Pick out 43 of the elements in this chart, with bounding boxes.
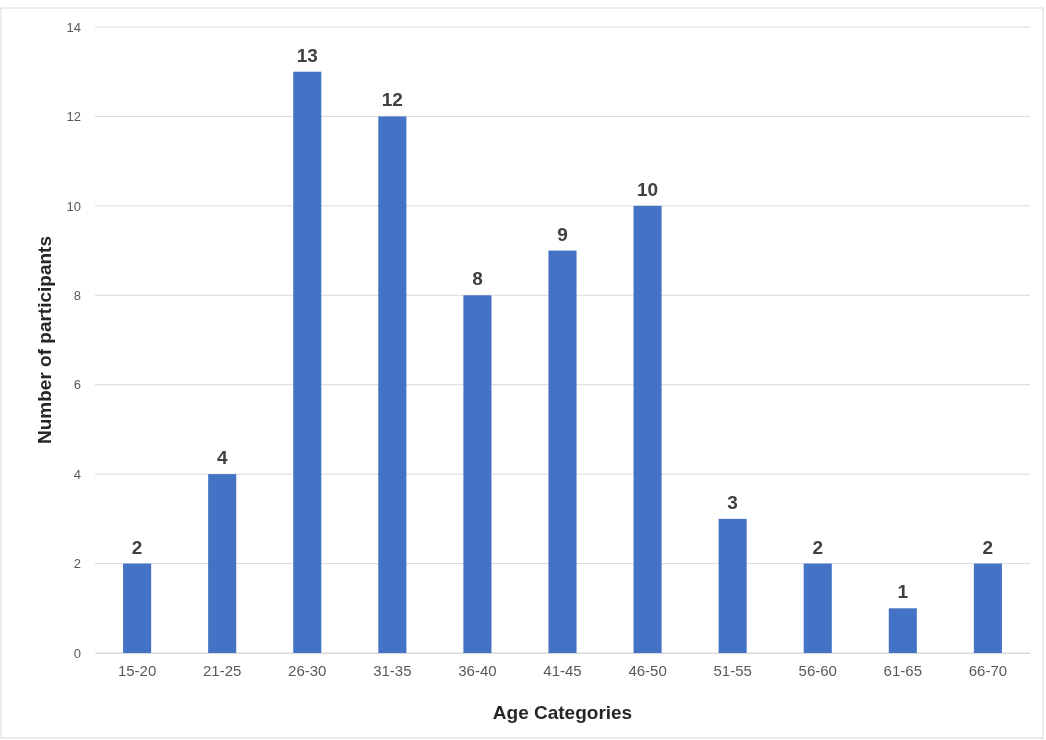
- data-label: 2: [131, 536, 143, 558]
- x-tick-label: 66-70: [968, 661, 1008, 679]
- data-label: 4: [216, 447, 228, 469]
- data-label: 2: [982, 536, 994, 558]
- data-label: 3: [727, 491, 738, 513]
- bar: [208, 474, 237, 653]
- x-tick-label: 15-20: [117, 661, 157, 679]
- y-axis-title: Number of participants: [34, 236, 55, 444]
- y-tick-label: 14: [66, 19, 81, 35]
- data-label: 8: [472, 268, 483, 290]
- bar: [293, 71, 322, 653]
- x-tick-label: 51-55: [713, 661, 752, 679]
- y-tick-label: 12: [66, 109, 81, 125]
- y-tick-label: 10: [66, 198, 81, 214]
- bar: [718, 518, 747, 653]
- x-tick-label: 21-25: [203, 661, 242, 679]
- bar: [973, 563, 1002, 653]
- data-label: 1: [897, 581, 909, 603]
- bar: [463, 295, 492, 653]
- bar: [888, 608, 917, 653]
- data-label: 13: [296, 44, 318, 66]
- bar: [123, 563, 152, 653]
- data-label: 9: [557, 223, 568, 245]
- x-tick-label: 61-65: [883, 661, 922, 679]
- data-label: 2: [812, 536, 824, 558]
- x-axis-title: Age Categories: [492, 702, 633, 723]
- y-tick-label: 2: [73, 556, 81, 572]
- x-tick-label: 31-35: [373, 661, 412, 679]
- bar: [378, 116, 407, 653]
- data-label: 12: [381, 89, 403, 111]
- bar: [803, 563, 832, 653]
- x-tick-label: 56-60: [798, 661, 837, 679]
- y-tick-label: 0: [73, 645, 81, 661]
- y-tick-label: 4: [73, 466, 81, 482]
- x-tick-label: 36-40: [458, 661, 497, 679]
- x-tick-label: 41-45: [543, 661, 582, 679]
- y-tick-label: 8: [73, 287, 81, 303]
- bar: [548, 250, 577, 653]
- x-tick-label: 26-30: [288, 661, 327, 679]
- data-label: 10: [637, 178, 659, 200]
- y-tick-label: 6: [73, 377, 81, 393]
- bar: [633, 205, 662, 653]
- x-tick-label: 46-50: [628, 661, 667, 679]
